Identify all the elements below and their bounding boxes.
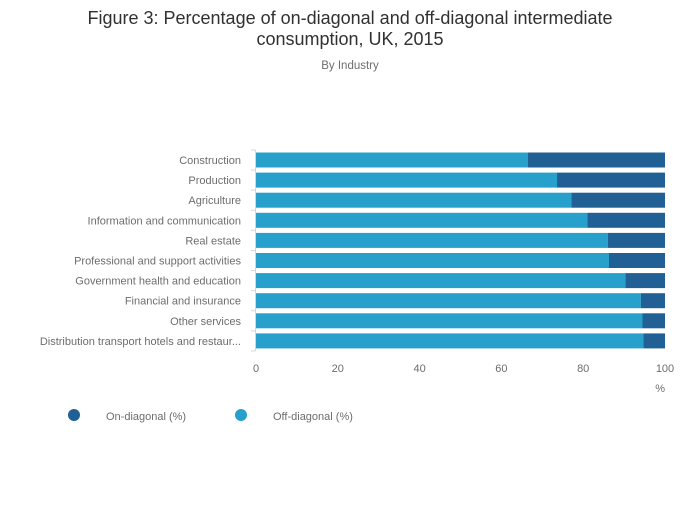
chart-subtitle: By Industry — [321, 60, 379, 72]
bar-on-diagonal[interactable] — [527, 152, 665, 168]
bar-off-diagonal[interactable] — [256, 313, 643, 329]
chart-title-line-1: Figure 3: Percentage of on-diagonal and … — [87, 8, 612, 28]
bar-off-diagonal[interactable] — [256, 333, 644, 349]
x-tick-label: 60 — [495, 363, 507, 375]
legend-marker-off-diagonal[interactable] — [235, 409, 247, 421]
x-tick-label: 100 — [656, 363, 674, 375]
category-label: Professional and support activities — [74, 256, 241, 268]
legend-label[interactable]: On-diagonal (%) — [106, 411, 186, 423]
bar-off-diagonal[interactable] — [256, 192, 572, 208]
bar-on-diagonal[interactable] — [642, 313, 665, 329]
bar-on-diagonal[interactable] — [557, 172, 665, 188]
x-axis-ticks: 0 20 40 60 80 100 — [253, 363, 674, 375]
x-tick-label: 40 — [413, 363, 425, 375]
bar-on-diagonal[interactable] — [640, 293, 665, 309]
category-label: Other services — [170, 316, 241, 328]
bars-group — [256, 152, 665, 349]
category-label: Government health and education — [75, 276, 241, 288]
bar-on-diagonal[interactable] — [587, 212, 665, 228]
x-tick-label: 20 — [332, 363, 344, 375]
bar-off-diagonal[interactable] — [256, 232, 608, 248]
bar-off-diagonal[interactable] — [256, 152, 528, 168]
bar-off-diagonal[interactable] — [256, 273, 626, 289]
category-label: Production — [188, 175, 241, 187]
y-axis — [251, 149, 256, 352]
legend-marker-on-diagonal[interactable] — [68, 409, 80, 421]
legend-label[interactable]: Off-diagonal (%) — [273, 411, 353, 423]
category-label: Agriculture — [188, 195, 241, 207]
bar-on-diagonal[interactable] — [571, 192, 665, 208]
category-labels: Construction Production Agriculture Informa… — [40, 155, 242, 348]
chart-title-line-2: consumption, UK, 2015 — [256, 29, 443, 49]
bar-on-diagonal[interactable] — [607, 232, 665, 248]
bar-on-diagonal[interactable] — [643, 333, 665, 349]
x-tick-label: 0 — [253, 363, 259, 375]
category-label: Construction — [179, 155, 241, 167]
bar-off-diagonal[interactable] — [256, 212, 588, 228]
x-tick-label: 80 — [577, 363, 589, 375]
category-label: Real estate — [185, 235, 241, 247]
bar-off-diagonal[interactable] — [256, 253, 609, 268]
x-axis-label: % — [655, 383, 665, 395]
legend: On-diagonal (%) Off-diagonal (%) — [68, 409, 353, 423]
category-label: Financial and insurance — [125, 296, 241, 308]
bar-off-diagonal[interactable] — [256, 293, 641, 309]
bar-on-diagonal[interactable] — [608, 253, 665, 268]
category-label: Information and communication — [88, 215, 241, 227]
bar-off-diagonal[interactable] — [256, 172, 558, 188]
bar-on-diagonal[interactable] — [625, 273, 665, 289]
category-label: Distribution transport hotels and restau… — [40, 336, 241, 348]
